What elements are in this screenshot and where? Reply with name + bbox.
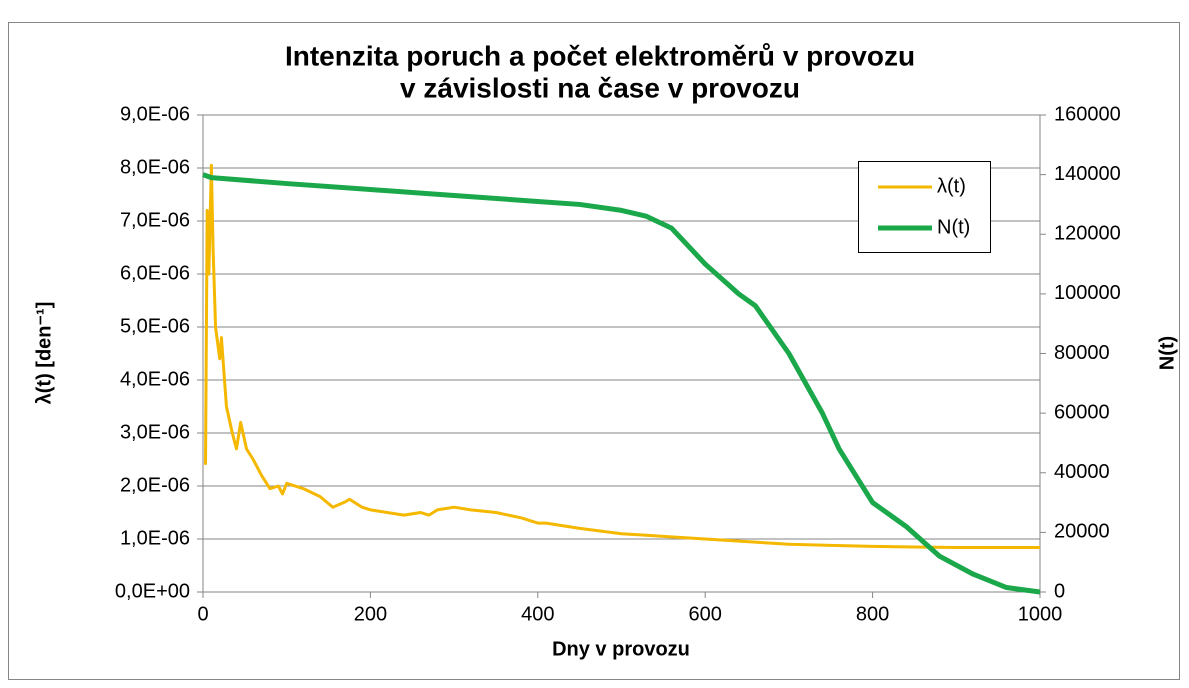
y2-axis-label: N(t): [1156, 336, 1178, 370]
y-tick-label: 9,0E-06: [120, 103, 190, 125]
y2-tick-label: 140000: [1054, 163, 1121, 185]
y-tick-label: 1,0E-06: [120, 527, 190, 549]
y2-tick-label: 160000: [1054, 103, 1121, 125]
y-tick-label: 7,0E-06: [120, 209, 190, 231]
legend-label: λ(t): [937, 175, 966, 197]
x-tick-label: 800: [856, 603, 889, 625]
y2-tick-label: 120000: [1054, 223, 1121, 245]
y-tick-label: 4,0E-06: [120, 368, 190, 390]
y-tick-label: 2,0E-06: [120, 474, 190, 496]
y2-tick-label: 20000: [1054, 521, 1110, 543]
y-tick-label: 5,0E-06: [120, 315, 190, 337]
y-axis-label: λ(t) [den⁻¹]: [33, 302, 55, 405]
series-line: [204, 163, 1040, 549]
series-line: [202, 172, 1041, 595]
y2-tick-label: 80000: [1054, 342, 1110, 364]
y-tick-label: 6,0E-06: [120, 262, 190, 284]
chart-title: Intenzita poruch a počet elektroměrů v p…: [285, 40, 915, 71]
chart-title: v závislosti na čase v provozu: [400, 72, 800, 103]
x-tick-label: 200: [354, 603, 387, 625]
y-tick-label: 0,0E+00: [115, 580, 190, 602]
legend-box: [858, 161, 991, 253]
y2-tick-label: 60000: [1054, 401, 1110, 423]
y-tick-label: 3,0E-06: [120, 421, 190, 443]
x-axis-label: Dny v provozu: [552, 638, 690, 660]
x-tick-label: 0: [197, 603, 208, 625]
y2-tick-label: 100000: [1054, 282, 1121, 304]
legend-label: N(t): [937, 216, 970, 238]
y2-tick-label: 40000: [1054, 461, 1110, 483]
x-tick-label: 1000: [1018, 603, 1063, 625]
y2-tick-label: 0: [1054, 580, 1065, 602]
x-tick-label: 600: [689, 603, 722, 625]
y-tick-label: 8,0E-06: [120, 156, 190, 178]
x-tick-label: 400: [521, 603, 554, 625]
chart-border: [8, 22, 1180, 680]
